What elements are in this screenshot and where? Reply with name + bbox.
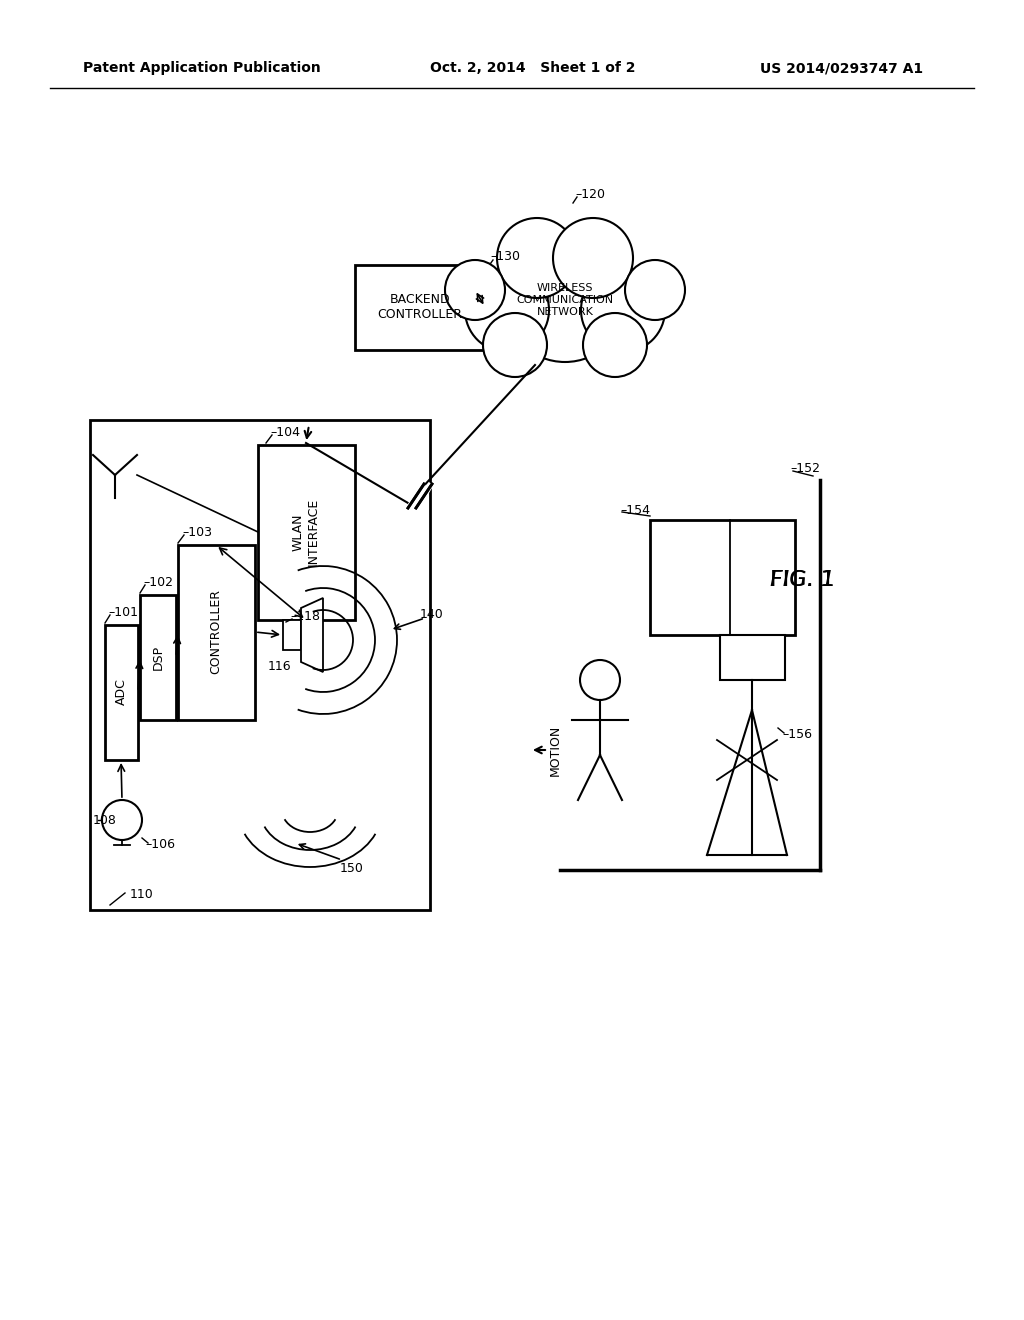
Circle shape: [503, 238, 627, 362]
Circle shape: [553, 218, 633, 298]
Text: BACKEND
CONTROLLER: BACKEND CONTROLLER: [378, 293, 463, 321]
Circle shape: [483, 313, 547, 378]
Text: 108: 108: [93, 813, 117, 826]
Text: –120: –120: [575, 189, 605, 202]
Bar: [283, 620, 301, 649]
Text: –152: –152: [790, 462, 820, 474]
Text: –154: –154: [620, 503, 650, 516]
Bar: [105, 624, 138, 760]
Text: FIG. 1: FIG. 1: [770, 570, 835, 590]
Text: DSP: DSP: [152, 644, 165, 669]
Text: 150: 150: [340, 862, 364, 874]
Text: –101: –101: [108, 606, 138, 619]
Text: –103: –103: [182, 525, 212, 539]
Text: FIG. 1: FIG. 1: [770, 570, 835, 590]
Text: –106: –106: [145, 838, 175, 851]
Bar: [178, 545, 255, 719]
Bar: [355, 265, 485, 350]
Text: Patent Application Publication: Patent Application Publication: [83, 61, 321, 75]
Bar: [140, 595, 176, 719]
Bar: [650, 520, 795, 635]
Text: WIRELESS
COMMUNICATION
NETWORK: WIRELESS COMMUNICATION NETWORK: [516, 284, 613, 317]
Text: –156: –156: [782, 729, 812, 742]
Polygon shape: [301, 598, 323, 672]
Text: CONTROLLER: CONTROLLER: [210, 590, 222, 675]
Circle shape: [625, 260, 685, 319]
Text: Oct. 2, 2014   Sheet 1 of 2: Oct. 2, 2014 Sheet 1 of 2: [430, 61, 636, 75]
Text: –102: –102: [143, 576, 173, 589]
Bar: [720, 635, 785, 680]
Text: MOTION: MOTION: [549, 725, 561, 776]
Text: WLAN
INTERFACE: WLAN INTERFACE: [292, 498, 319, 566]
Bar: [258, 445, 355, 620]
Bar: [90, 420, 430, 909]
Circle shape: [581, 268, 665, 352]
Text: 110: 110: [130, 888, 154, 902]
Circle shape: [497, 218, 577, 298]
Text: –130: –130: [490, 251, 520, 264]
Circle shape: [445, 260, 505, 319]
Text: 116: 116: [268, 660, 292, 673]
Text: US 2014/0293747 A1: US 2014/0293747 A1: [760, 61, 923, 75]
Circle shape: [465, 268, 549, 352]
Circle shape: [583, 313, 647, 378]
Text: ADC: ADC: [115, 678, 128, 705]
Text: –104: –104: [270, 425, 300, 438]
Text: –118: –118: [290, 610, 319, 623]
Text: 140: 140: [420, 609, 443, 622]
